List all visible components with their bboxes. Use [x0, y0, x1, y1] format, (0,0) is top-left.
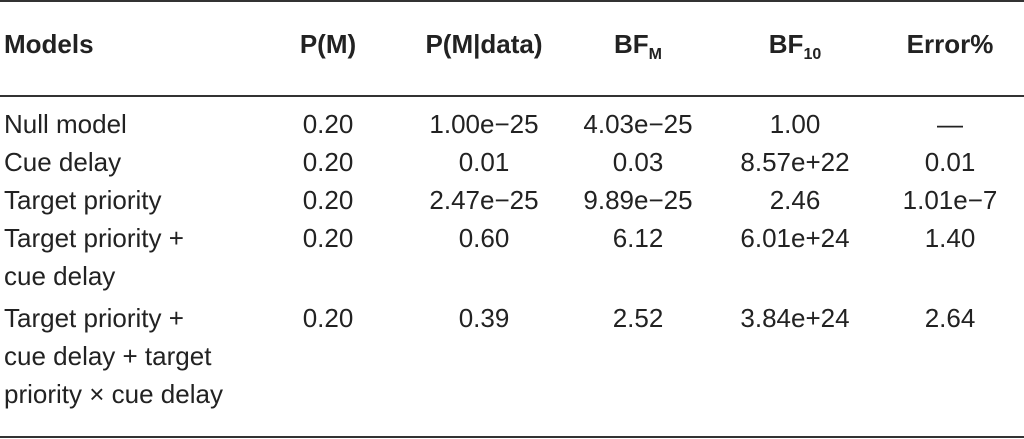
table-top-rule [0, 0, 1024, 2]
header-bfm-main: BF [614, 29, 649, 59]
row-error: 2.64 [924, 303, 976, 333]
row-bfm: 6.12 [612, 223, 664, 253]
row-model-line: cue delay + target [4, 341, 212, 371]
row-bf10: 6.01e+24 [740, 223, 850, 253]
row-model: Cue delay [4, 143, 121, 181]
header-bf10: BF10 [720, 25, 870, 68]
header-bfm-subscript: M [648, 46, 662, 63]
row-pm: 0.20 [302, 303, 354, 333]
row-pm-data: 0.39 [458, 303, 510, 333]
row-error: 1.40 [924, 223, 976, 253]
row-error: 1.01e−7 [902, 185, 998, 215]
row-pm-data: 2.47e−25 [429, 185, 539, 215]
row-pm: 0.20 [302, 109, 354, 139]
header-rule [0, 95, 1024, 97]
row-model-line: Cue delay [4, 147, 122, 177]
row-bfm: 4.03e−25 [583, 109, 693, 139]
header-models: Models [4, 29, 94, 59]
row-pm-data: 0.60 [458, 223, 510, 253]
row-model-line: Target priority + [4, 303, 184, 333]
row-model: Target priority [4, 181, 162, 219]
header-pm-data: P(M|data) [425, 29, 543, 59]
row-model: Target priority + cue delay [4, 219, 184, 295]
table-bottom-rule [0, 436, 1024, 438]
row-bf10: 1.00 [769, 109, 821, 139]
row-bf10: 3.84e+24 [740, 303, 850, 333]
row-pm: 0.20 [302, 147, 354, 177]
header-pm: P(M) [299, 29, 357, 59]
row-error: — [937, 109, 963, 139]
header-bf10-main: BF [768, 29, 804, 59]
row-model-line: Target priority + [4, 223, 184, 253]
row-bfm: 0.03 [612, 147, 664, 177]
row-model-line: Target priority [4, 185, 162, 215]
row-pm-data: 0.01 [458, 147, 510, 177]
row-pm: 0.20 [302, 185, 354, 215]
row-error: 0.01 [924, 147, 976, 177]
row-bf10: 8.57e+22 [740, 147, 850, 177]
header-error: Error% [906, 29, 994, 59]
header-bfm: BFM [568, 25, 708, 68]
row-pm: 0.20 [302, 223, 354, 253]
row-model-line: cue delay [4, 261, 116, 291]
row-model-line: Null model [4, 109, 127, 139]
row-bfm: 9.89e−25 [583, 185, 693, 215]
row-bfm: 2.52 [612, 303, 664, 333]
row-bf10: 2.46 [769, 185, 821, 215]
header-bf10-subscript: 10 [803, 46, 822, 63]
row-model: Null model [4, 105, 127, 143]
row-pm-data: 1.00e−25 [429, 109, 539, 139]
row-model: Target priority + cue delay + target pri… [4, 299, 223, 413]
row-model-line: priority × cue delay [4, 379, 223, 409]
